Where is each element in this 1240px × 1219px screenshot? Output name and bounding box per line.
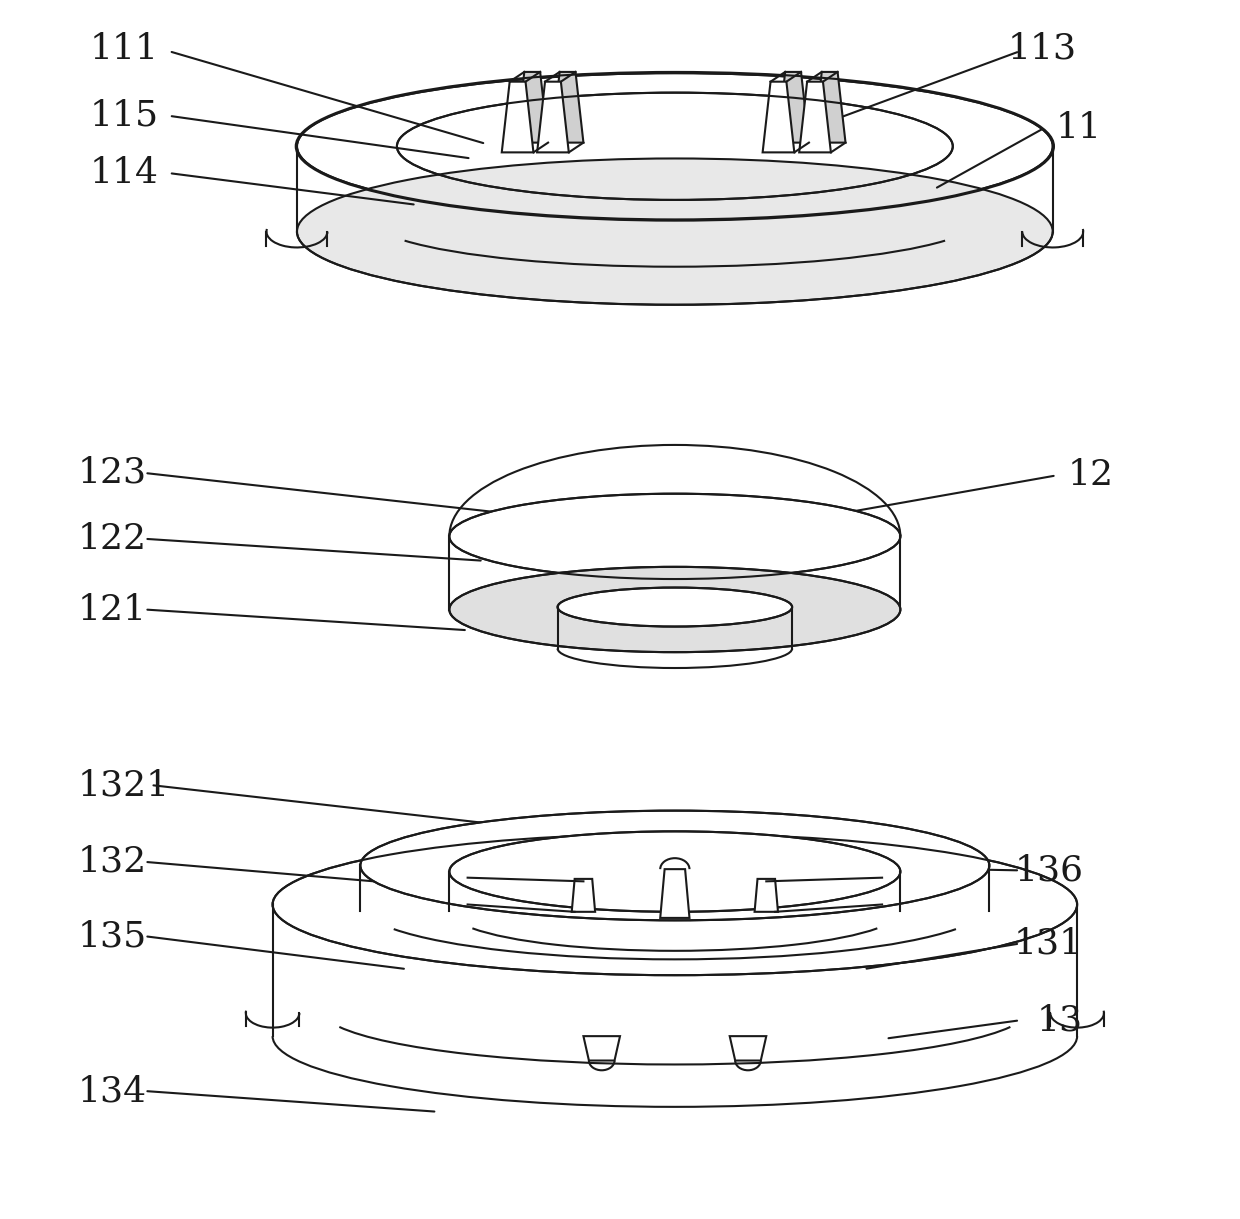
Text: 134: 134: [78, 1074, 146, 1108]
Text: 13: 13: [1037, 1003, 1084, 1037]
Polygon shape: [572, 879, 595, 912]
Polygon shape: [537, 82, 569, 152]
Polygon shape: [584, 1036, 620, 1061]
Text: 11: 11: [1055, 111, 1101, 145]
Polygon shape: [813, 72, 846, 143]
Text: 132: 132: [78, 845, 146, 879]
Ellipse shape: [296, 158, 1053, 305]
Text: 135: 135: [78, 919, 146, 953]
Text: 113: 113: [1008, 32, 1078, 66]
Text: 123: 123: [78, 456, 146, 490]
Text: 121: 121: [78, 592, 146, 627]
Polygon shape: [763, 82, 795, 152]
Polygon shape: [660, 869, 689, 918]
Text: 115: 115: [89, 99, 159, 133]
Polygon shape: [502, 82, 533, 152]
Ellipse shape: [449, 494, 900, 579]
Polygon shape: [777, 72, 808, 143]
Ellipse shape: [296, 73, 1053, 219]
Polygon shape: [729, 1036, 766, 1061]
Text: 1321: 1321: [78, 768, 170, 802]
Text: 12: 12: [1068, 458, 1114, 492]
Text: 122: 122: [78, 522, 146, 556]
Ellipse shape: [273, 834, 1078, 975]
Ellipse shape: [449, 567, 900, 652]
Polygon shape: [755, 879, 777, 912]
Text: 131: 131: [1014, 926, 1084, 961]
Polygon shape: [516, 72, 548, 143]
Text: 111: 111: [89, 32, 159, 66]
Ellipse shape: [361, 811, 990, 920]
Text: 136: 136: [1014, 853, 1084, 887]
Text: 114: 114: [89, 156, 159, 190]
Ellipse shape: [449, 831, 900, 912]
Polygon shape: [552, 72, 584, 143]
Ellipse shape: [558, 588, 792, 627]
Polygon shape: [800, 82, 831, 152]
